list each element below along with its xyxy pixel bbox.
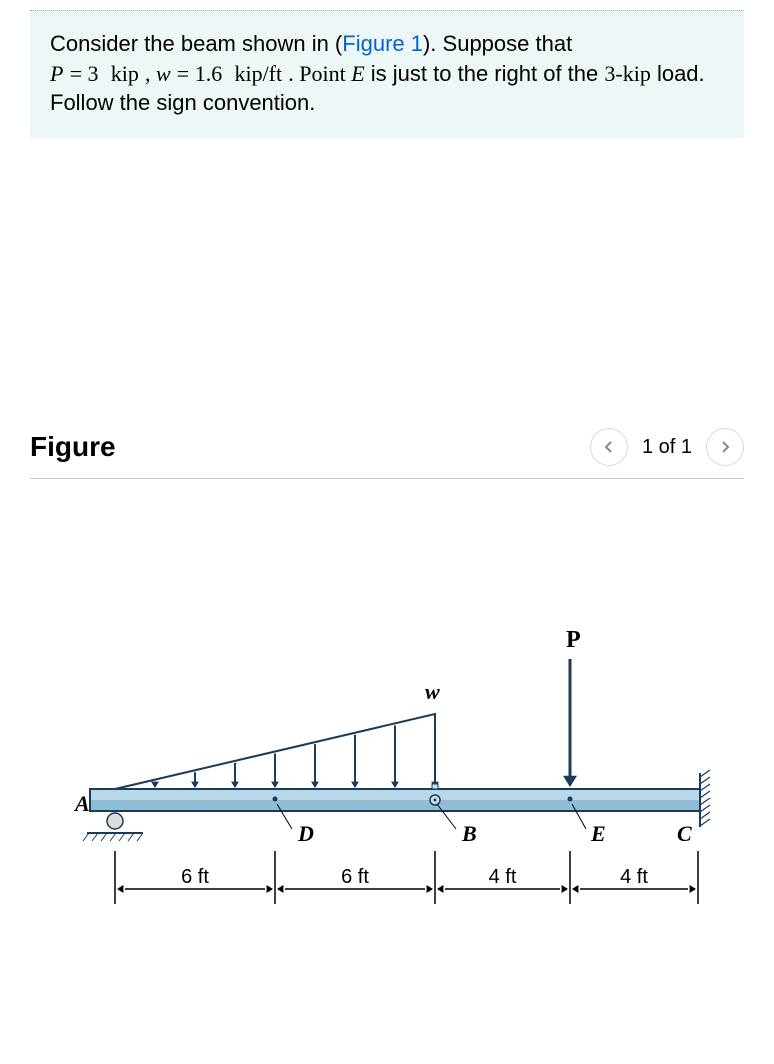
svg-text:6 ft: 6 ft xyxy=(341,866,369,888)
eq-sep: , xyxy=(145,61,156,86)
figure-reference-link[interactable]: Figure 1 xyxy=(342,31,423,56)
svg-text:D: D xyxy=(297,821,314,846)
point-word: . Point xyxy=(288,61,351,86)
pager-text: 1 of 1 xyxy=(642,436,692,459)
svg-text:E: E xyxy=(590,821,606,846)
diagram-svg: w P A D B E C 6 ft 6 ft 4 ft 4 ft xyxy=(30,539,730,959)
problem-after-figref: ). Suppose that xyxy=(423,31,572,56)
figure-header: Figure 1 of 1 xyxy=(30,428,744,479)
svg-text:w: w xyxy=(425,679,440,704)
figure-title: Figure xyxy=(30,431,116,463)
problem-statement: Consider the beam shown in (Figure 1). S… xyxy=(30,10,744,138)
sym-w: w xyxy=(156,61,171,86)
svg-text:A: A xyxy=(73,791,90,816)
val-P: = 3 xyxy=(70,61,99,86)
figure-pager: 1 of 1 xyxy=(590,428,744,466)
val-w: = 1.6 xyxy=(177,61,222,86)
svg-text:6 ft: 6 ft xyxy=(181,866,209,888)
sym-P: P xyxy=(50,61,63,86)
load-str: 3-kip xyxy=(604,61,650,86)
pager-prev-button[interactable] xyxy=(590,428,628,466)
unit-w: kip/ft xyxy=(234,61,282,86)
svg-text:4 ft: 4 ft xyxy=(620,866,648,888)
problem-lead: Consider the beam shown in ( xyxy=(50,31,342,56)
svg-text:C: C xyxy=(677,821,692,846)
svg-text:P: P xyxy=(566,627,581,653)
pager-next-button[interactable] xyxy=(706,428,744,466)
beam-diagram: w P A D B E C 6 ft 6 ft 4 ft 4 ft xyxy=(30,539,744,979)
svg-text:B: B xyxy=(461,821,477,846)
svg-text:4 ft: 4 ft xyxy=(489,866,517,888)
unit-P: kip xyxy=(111,61,139,86)
problem-after-eqs: is just to the right of the xyxy=(371,61,605,86)
sym-E: E xyxy=(351,61,364,86)
